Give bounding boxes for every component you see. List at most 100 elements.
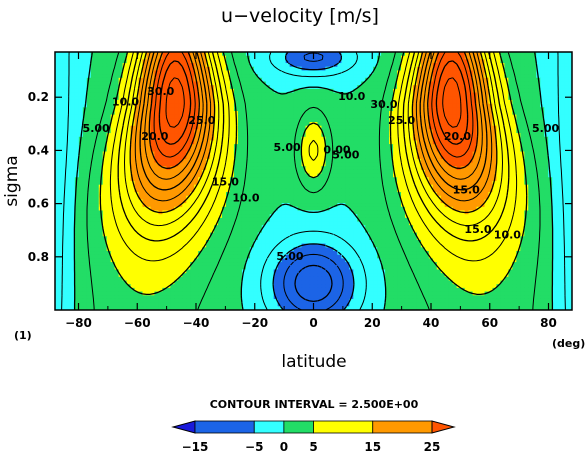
field-cell [532,88,537,94]
field-cell [524,151,529,156]
field-cell [524,110,529,116]
field-cell [229,140,235,145]
field-cell [297,88,303,94]
field-cell [150,118,156,123]
field-cell [476,162,482,167]
field-cell [257,136,263,142]
field-cell [190,74,195,79]
field-cell [70,122,76,127]
field-cell [214,70,219,75]
field-cell [198,85,203,90]
field-cell [214,122,219,127]
field-cell [520,85,525,90]
field-cell [178,173,183,178]
field-cell [249,103,255,108]
field-cell [508,110,513,116]
field-cell [210,158,215,164]
field-cell [397,129,402,134]
field-cell [150,177,156,182]
field-cell [118,125,124,130]
field-cell [94,55,100,60]
field-cell [381,158,386,164]
field-cell [210,70,215,75]
field-cell [540,136,545,142]
field-cell [492,133,498,138]
field-cell [345,144,350,149]
field-cell [55,55,60,60]
field-cell [337,66,342,72]
field-cell [532,177,537,182]
field-cell [257,140,263,145]
field-cell [361,88,366,94]
field-cell [237,55,243,60]
field-cell [301,129,307,134]
field-cell [241,136,247,142]
field-cell [412,103,418,108]
field-cell [488,107,494,112]
field-cell [178,133,183,138]
field-cell [186,96,191,101]
field-cell [249,125,255,130]
field-cell [333,181,338,186]
field-cell [520,155,525,160]
field-cell [166,55,171,60]
field-cell [122,70,128,75]
field-cell [289,133,295,138]
field-cell [381,169,386,175]
field-cell [126,177,132,182]
field-cell [524,88,529,94]
field-cell [325,147,331,153]
field-cell [321,103,327,108]
field-cell [393,96,398,101]
field-cell [261,177,267,182]
field-cell [70,125,76,130]
field-cell [174,114,179,119]
field-cell [341,52,346,57]
field-cell [305,88,311,94]
field-cell [552,110,557,116]
field-cell [66,162,72,167]
field-cell [118,181,124,186]
field-cell [150,96,156,101]
field-cell [198,74,203,79]
field-cell [273,99,279,105]
field-cell [241,88,247,94]
field-cell [226,110,231,116]
field-cell [162,96,167,101]
field-cell [472,81,478,86]
field-cell [381,74,386,79]
field-cell [516,55,521,60]
field-cell [456,122,462,127]
field-cell [341,96,346,101]
field-cell [329,77,334,83]
field-cell [476,110,482,116]
field-cell [404,136,410,142]
field-cell [166,177,171,182]
field-cell [452,133,458,138]
field-cell [309,96,315,101]
field-cell [158,88,163,94]
field-cell [373,96,378,101]
field-cell [126,81,132,86]
field-cell [269,162,275,167]
field-cell [102,192,108,197]
field-cell [381,162,386,167]
field-cell [472,173,478,178]
field-cell [508,140,513,145]
field-cell [257,162,263,167]
field-cell [504,96,509,101]
field-cell [484,184,490,189]
field-cell [393,103,398,108]
field-cell [452,110,458,116]
field-cell [226,155,231,160]
field-cell [560,55,565,60]
field-cell [432,96,438,101]
field-cell [166,63,171,68]
field-cell [90,184,96,189]
field-cell [524,81,529,86]
field-cell [564,173,569,178]
field-cell [337,166,342,171]
field-cell [253,140,259,145]
field-cell [349,63,354,68]
